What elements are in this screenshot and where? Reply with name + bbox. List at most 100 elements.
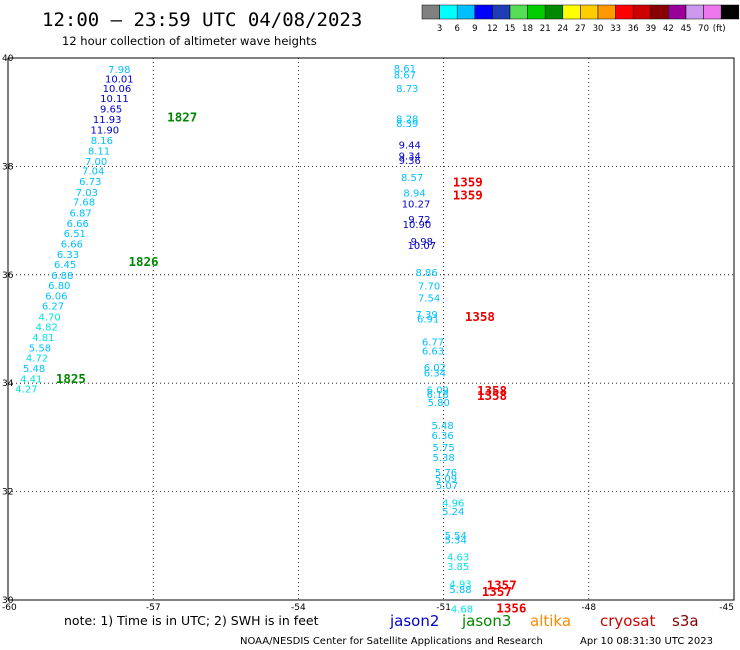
wave-height-label: 5.75 [432,443,454,454]
satellite-legend: jason2 jason3 altika cryosat s3a [389,612,699,630]
colorbar-swatch [580,4,599,20]
wave-height-label: 5.38 [432,453,454,464]
colorbar-label: 3 [437,24,442,34]
y-tick-label: 38 [2,162,14,172]
footer-note: note: 1) Time is in UTC; 2) SWH is in fe… [64,613,319,628]
wave-height-label: 9.98 [411,237,433,248]
wave-height-label: 9.65 [100,104,122,115]
colorbar-label: 30 [593,24,604,34]
data-marks: 7.9810.0110.0610.119.6511.9311.908.168.1… [15,64,526,616]
time-label: 1357 [487,577,517,592]
wave-height-label: 7.70 [418,282,440,293]
wave-height-label: 8.73 [396,84,418,95]
wave-height-label: 7.68 [73,198,95,209]
wave-height-label: 8.39 [396,119,418,130]
wave-height-label: 9.44 [399,141,421,152]
colorbar-swatch [615,4,634,20]
wave-height-label: 6.33 [57,250,79,261]
wave-height-label: 6.77 [422,337,444,348]
x-tick-label: -48 [581,603,596,613]
wave-height-label: 5.48 [23,364,45,375]
axis-ticks: -60 -57 -54 -51 -48 -45 30 32 34 36 38 40 [2,54,734,613]
time-label: 1356 [496,601,526,616]
time-label: 1825 [56,371,86,386]
wave-height-label: 9.72 [408,215,430,226]
wave-height-label: 4.41 [20,374,42,385]
time-label: 1357 [482,584,512,599]
wave-height-label: 6.02 [424,363,446,374]
y-tick-label: 34 [2,379,14,389]
wave-height-label: 11.90 [90,126,119,137]
colorbar-swatch [527,4,546,20]
colorbar-swatch [474,4,493,20]
satellite-jason3: jason3 [461,612,511,630]
satellite-altika: altika [530,612,571,630]
wave-height-label: 4.96 [442,498,464,509]
wave-height-label: 5.34 [445,535,467,546]
wave-height-label: 6.66 [67,219,89,230]
colorbar-legend: 3 6 9 12 15 18 21 24 27 30 33 36 39 42 45 70 (ft) [421,4,740,34]
wave-height-label: 7.00 [85,157,107,168]
wave-height-label: 4.63 [447,553,469,564]
footer-timestamp: Apr 10 08:31:30 UTC 2023 [580,636,713,647]
wave-height-label: 6.36 [431,431,453,442]
colorbar-swatch [421,4,440,20]
chart-title: 12:00 — 23:59 UTC 04/08/2023 [42,9,362,31]
wave-height-label: 6.27 [42,302,64,313]
wave-height-label: 3.85 [447,562,469,573]
wave-height-label: 9.36 [399,156,421,167]
colorbar-label: 70 [698,24,709,34]
wave-height-label: 4.68 [451,605,473,616]
time-label: 1826 [128,254,158,269]
wave-height-label: 5.58 [29,343,51,354]
colorbar-swatch [703,4,722,20]
wave-height-label: 7.98 [108,65,130,76]
x-tick-label: -51 [436,603,451,613]
wave-height-label: 6.06 [45,291,67,302]
wave-height-label: 8.61 [394,64,416,75]
wave-height-label: 6.87 [69,208,91,219]
wave-height-label: 7.39 [416,310,438,321]
time-label: 1358 [465,309,495,324]
y-tick-label: 36 [2,271,14,281]
colorbar-label: 24 [557,24,568,34]
colorbar-label: 27 [575,24,586,34]
colorbar-label: 45 [681,24,692,34]
wave-height-label: 8.67 [394,70,416,81]
y-tick-label: 40 [2,54,14,64]
wave-height-label: 5.48 [431,421,453,432]
wave-height-label: 8.28 [396,115,418,126]
x-tick-label: -54 [291,603,306,613]
colorbar-label: 6 [454,24,459,34]
x-tick-label: -60 [2,603,17,613]
wave-height-label: 8.16 [91,136,113,147]
wave-height-label: 10.11 [100,94,129,105]
wave-height-label: 8.11 [88,147,110,158]
wave-height-label: 8.86 [416,268,438,279]
colorbar-label: 21 [540,24,551,34]
satellite-s3a: s3a [672,612,699,630]
wave-height-label: 9.34 [399,152,421,163]
wave-height-label: 10.06 [103,84,132,95]
wave-height-label: 5.88 [449,585,471,596]
colorbar-swatch [562,4,581,20]
wave-height-label: 10.90 [403,220,432,231]
wave-height-label: 11.93 [93,115,122,126]
colorbar-swatch [597,4,616,20]
wave-height-label: 7.03 [76,188,98,199]
wave-height-label: 10.27 [402,199,431,210]
wave-height-label: 6.45 [54,260,76,271]
wave-height-label: 6.91 [417,315,439,326]
colorbar-label: (ft) [713,24,726,34]
satellite-jason2: jason2 [389,612,439,630]
wave-height-label: 7.04 [82,167,104,178]
grid-lines [8,58,734,600]
time-label: 1358 [477,388,507,403]
wave-height-label: 4.70 [38,313,60,324]
y-tick-label: 32 [2,488,13,498]
colorbar-swatch [668,4,687,20]
wave-height-label: 5.07 [436,481,458,492]
wave-height-label: 5.24 [442,507,464,518]
chart-subtitle: 12 hour collection of altimeter wave hei… [62,34,317,48]
